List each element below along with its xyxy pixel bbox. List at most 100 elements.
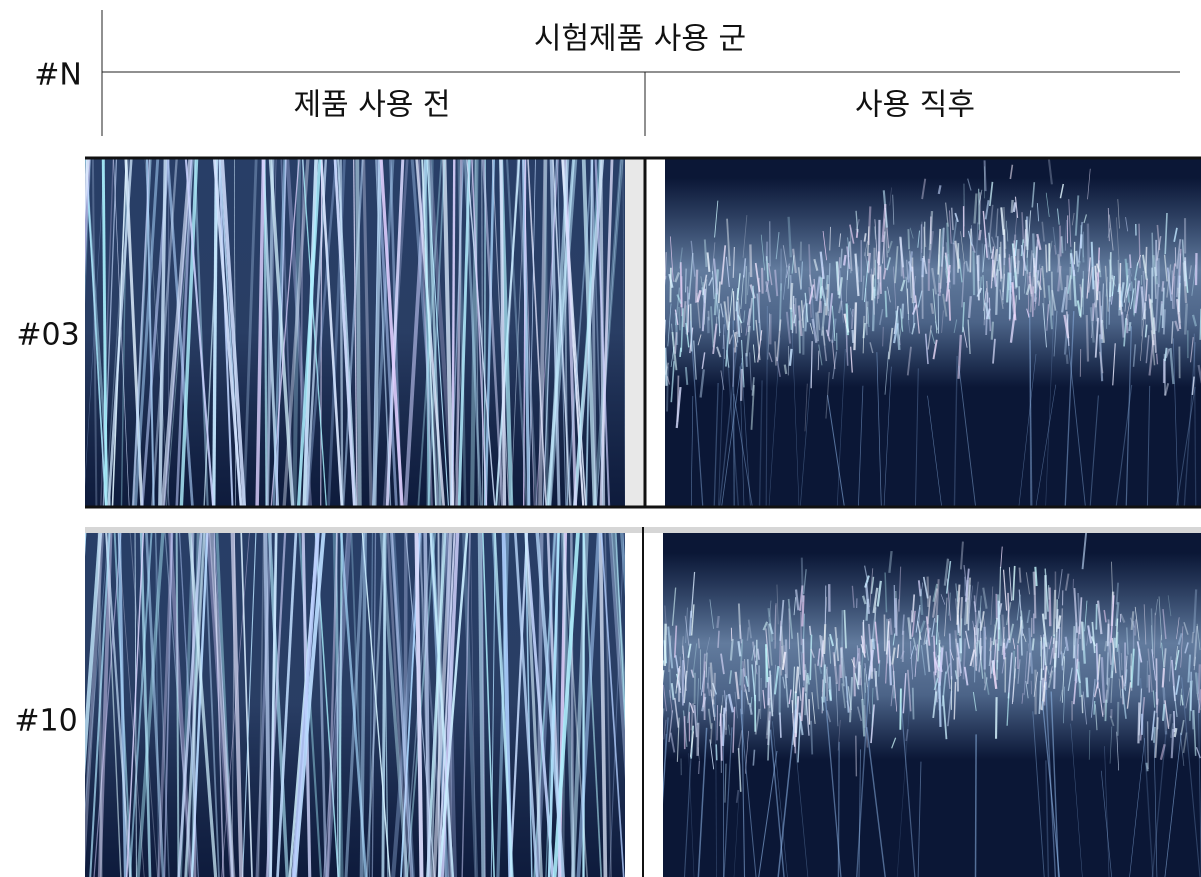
hair-strand	[953, 355, 958, 507]
hair-highlight	[1063, 686, 1066, 724]
hair-highlight	[1065, 354, 1069, 365]
hair-highlight	[1141, 254, 1148, 280]
hair-highlight	[982, 275, 985, 320]
hair-highlight	[1093, 700, 1096, 715]
hair-highlight	[961, 302, 965, 333]
hair-highlight	[925, 640, 931, 672]
hair-strand	[598, 533, 608, 877]
hair-highlight	[867, 649, 875, 680]
hair-strand	[600, 533, 625, 877]
hair-highlight	[818, 344, 823, 366]
hair-highlight	[1142, 270, 1147, 311]
hair-highlight	[804, 674, 809, 716]
hair-strand	[389, 533, 414, 877]
hair-strand	[150, 158, 178, 507]
hair-highlight	[1095, 643, 1099, 689]
hair-highlight	[1161, 704, 1166, 721]
hair-strand	[414, 533, 424, 877]
hair-highlight	[821, 679, 824, 714]
hair-strand	[267, 533, 289, 877]
hair-strand	[213, 533, 225, 877]
hair-highlight	[898, 334, 901, 346]
hair-highlight	[849, 224, 855, 244]
hair-highlight	[1041, 265, 1046, 298]
hair-highlight	[1057, 265, 1062, 292]
hair-strand	[538, 158, 548, 507]
hair-strand	[523, 158, 535, 507]
hair-highlight	[983, 288, 987, 311]
hair-highlight	[846, 246, 851, 270]
hair-highlight	[706, 252, 711, 272]
hair-highlight	[1094, 265, 1099, 301]
hair-highlight	[1057, 627, 1061, 658]
hair-highlight	[917, 290, 923, 308]
hair-highlight	[1008, 272, 1012, 320]
hair-highlight	[1034, 239, 1039, 273]
hair-highlight	[808, 286, 812, 318]
hair-strand	[403, 158, 429, 507]
hair-highlight	[863, 233, 867, 242]
hair-strand	[305, 158, 328, 507]
hair-highlight	[1176, 287, 1182, 324]
hair-highlight	[689, 303, 693, 352]
hair-highlight	[796, 632, 801, 675]
hair-highlight	[989, 297, 991, 332]
hair-highlight	[912, 275, 917, 291]
hair-highlight	[1125, 283, 1131, 298]
hair-highlight	[1140, 319, 1144, 361]
hair-highlight	[1148, 340, 1155, 376]
hair-highlight	[901, 614, 905, 635]
hair-strand	[85, 158, 92, 305]
hair-highlight	[1096, 600, 1103, 635]
hair-highlight	[798, 712, 804, 736]
hair-strand	[432, 533, 453, 877]
hair-highlight	[1026, 652, 1031, 685]
hair-highlight	[1000, 207, 1005, 236]
hair-highlight	[1153, 612, 1156, 659]
hair-strand	[179, 158, 199, 507]
hair-highlight	[930, 303, 935, 314]
hair-highlight	[1026, 308, 1030, 318]
hair-highlight	[1125, 302, 1131, 320]
hair-highlight	[978, 645, 983, 673]
hair-highlight	[883, 218, 889, 258]
hair-strand	[320, 158, 322, 507]
hair-highlight	[837, 257, 841, 291]
hair-strand	[444, 533, 458, 877]
hair-highlight	[956, 642, 962, 674]
hair-highlight	[1090, 636, 1096, 647]
hair-highlight	[874, 621, 880, 664]
hair-highlight	[715, 744, 718, 761]
hair-highlight	[1146, 721, 1149, 770]
hair-highlight	[997, 603, 1003, 646]
hair-strand	[1029, 313, 1032, 507]
hair-highlight	[714, 200, 719, 238]
hair-highlight	[835, 261, 841, 295]
hair-highlight	[1129, 617, 1136, 628]
hair-strand	[423, 533, 431, 877]
hair-highlight	[1155, 658, 1158, 705]
hair-highlight	[1086, 257, 1091, 299]
hair-strand	[663, 733, 667, 801]
hair-highlight	[851, 658, 855, 668]
hair-highlight	[941, 310, 944, 333]
hair-strand	[104, 158, 130, 507]
gap	[625, 158, 645, 507]
hair-highlight	[937, 228, 941, 275]
photo-before	[85, 533, 625, 877]
hair-strand	[547, 158, 570, 507]
hair-highlight	[1008, 567, 1013, 602]
hair-highlight	[937, 185, 942, 195]
hair-strand	[168, 533, 193, 877]
hair-strand	[866, 727, 886, 877]
hair-strand	[791, 327, 800, 507]
hair-highlight	[817, 648, 821, 666]
hair-highlight	[1011, 656, 1017, 705]
hair-highlight	[1184, 303, 1188, 335]
hair-highlight	[945, 242, 951, 289]
hair-strand	[85, 158, 105, 487]
hair-highlight	[760, 234, 765, 271]
hair-highlight	[1049, 666, 1053, 678]
hair-strand	[85, 158, 107, 507]
hair-highlight	[1171, 263, 1176, 295]
